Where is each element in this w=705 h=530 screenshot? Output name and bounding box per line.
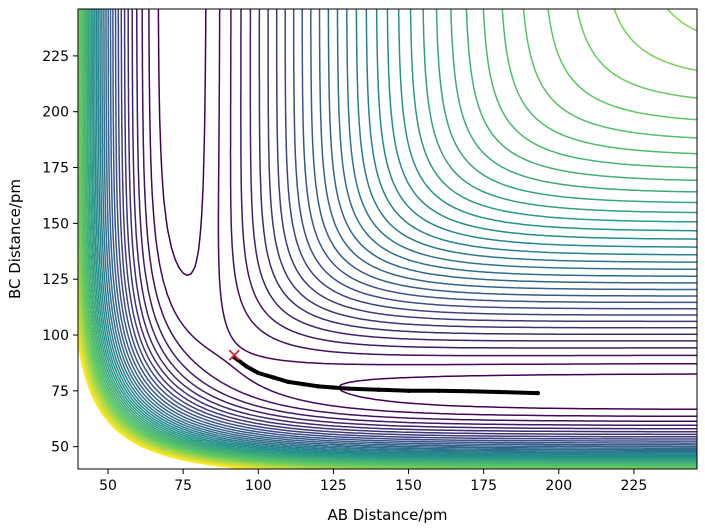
y-tick-label: 100 <box>42 328 69 344</box>
contour-level-13 <box>105 9 697 449</box>
contour-level-37 <box>78 323 274 469</box>
x-tick-label: 175 <box>470 478 497 494</box>
contour-level-18 <box>95 9 697 457</box>
trajectory-point <box>496 389 501 395</box>
trajectory-point <box>535 390 540 396</box>
y-tick-label: 200 <box>42 105 69 121</box>
trajectory-point <box>346 386 351 391</box>
contour-level-36 <box>78 312 289 469</box>
contour-level-12 <box>107 9 697 448</box>
y-axis: 50 75 100 125 150 175 200 225 <box>42 49 78 456</box>
contour-level-7 <box>120 9 697 438</box>
contour-level-29 <box>79 9 697 468</box>
trajectory-point <box>286 379 291 385</box>
contour-level-25 <box>84 9 697 464</box>
x-tick-label: 50 <box>99 478 117 494</box>
contour-level-11 <box>109 9 697 446</box>
contour-level-14 <box>103 9 697 451</box>
trajectory-point <box>376 387 381 392</box>
y-tick-label: 50 <box>51 440 69 456</box>
contour-level-20 <box>92 9 697 459</box>
contour-level-9 <box>114 9 697 442</box>
trajectory-point <box>301 381 306 387</box>
contour-level-26 <box>83 9 697 465</box>
trajectory-point <box>271 375 276 380</box>
trajectory-point <box>316 384 321 389</box>
contour-level-21 <box>90 9 697 460</box>
contour-level-15 <box>101 9 697 452</box>
contour-level-0 <box>157 9 697 411</box>
x-axis: 50 75 100 125 150 175 200 225 <box>99 469 647 494</box>
contour-level-23 <box>87 9 697 462</box>
trajectory-point <box>436 388 441 394</box>
x-tick-label: 75 <box>174 478 192 494</box>
x-tick-label: 125 <box>320 478 347 494</box>
contour-level-22 <box>89 9 697 461</box>
start-marker <box>228 349 240 361</box>
plot-frame <box>77 8 698 470</box>
trajectory-point <box>466 389 471 394</box>
x-tick-label: 200 <box>545 478 572 494</box>
trajectory-point <box>244 364 249 369</box>
y-tick-label: 150 <box>42 216 69 232</box>
contour-level-19 <box>94 9 697 458</box>
trajectory-point <box>256 370 261 376</box>
x-axis-label: AB Distance/pm <box>327 506 447 524</box>
contour-level-2 <box>141 9 697 423</box>
contour-level-4 <box>131 9 697 430</box>
contour-level-39 <box>78 340 251 469</box>
contour-level-38 <box>78 332 261 469</box>
contour-level-30 <box>78 9 697 469</box>
plot-area <box>78 9 697 469</box>
trajectory <box>228 349 540 396</box>
contour-level-1 <box>148 9 697 418</box>
contour-level-27 <box>82 9 697 466</box>
contour-level-6 <box>123 9 697 436</box>
contour-level-16 <box>99 9 697 454</box>
contour-level-10 <box>112 9 697 444</box>
contour-level-24 <box>86 9 697 463</box>
y-tick-label: 125 <box>42 272 69 288</box>
x-tick-label: 150 <box>395 478 422 494</box>
contour-level-5 <box>127 9 697 433</box>
x-tick-label: 225 <box>621 478 648 494</box>
y-tick-label: 75 <box>51 384 69 400</box>
contour-level-3 <box>135 9 697 427</box>
y-tick-label: 225 <box>42 49 69 65</box>
contour-lines <box>78 9 697 469</box>
y-axis-label: BC Distance/pm <box>6 179 24 299</box>
x-tick-label: 100 <box>245 478 272 494</box>
contour-level-28 <box>81 9 697 467</box>
contour-level-8 <box>117 9 697 440</box>
y-tick-label: 175 <box>42 161 69 177</box>
trajectory-point <box>406 388 411 394</box>
trajectory-point <box>331 385 336 390</box>
contour-level-17 <box>97 9 697 455</box>
